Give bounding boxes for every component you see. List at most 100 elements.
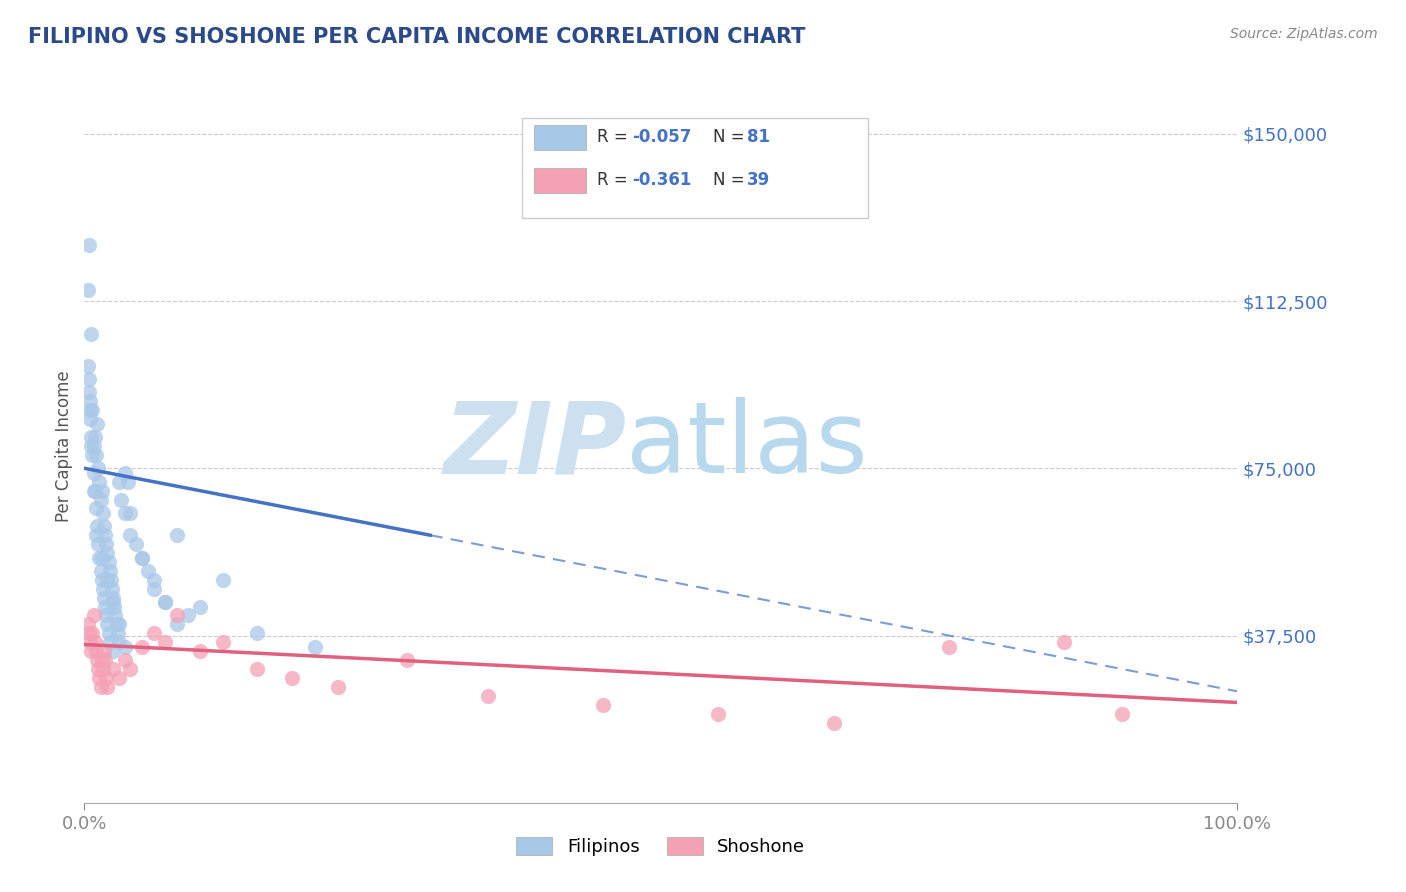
Text: 81: 81	[748, 128, 770, 146]
Point	[83, 635, 105, 649]
Point	[93, 591, 115, 605]
Point	[94, 528, 117, 542]
Point	[90, 550, 112, 565]
Point	[188, 599, 211, 614]
Point	[304, 640, 326, 654]
Point	[83, 439, 105, 453]
Point	[87, 461, 110, 475]
Point	[84, 448, 107, 462]
Point	[83, 483, 105, 498]
Point	[90, 573, 112, 587]
Point	[1053, 635, 1076, 649]
Point	[142, 626, 165, 640]
Point	[79, 403, 101, 417]
Point	[108, 635, 131, 649]
Point	[82, 403, 104, 417]
Point	[153, 595, 176, 609]
Point	[153, 635, 176, 649]
Point	[76, 617, 98, 632]
Point	[82, 626, 104, 640]
Text: R =: R =	[598, 171, 634, 189]
Point	[89, 492, 111, 507]
Point	[84, 528, 107, 542]
Point	[98, 564, 121, 578]
Point	[396, 653, 419, 667]
Point	[77, 626, 100, 640]
Point	[86, 519, 108, 533]
Point	[114, 653, 136, 667]
Point	[108, 617, 131, 632]
FancyBboxPatch shape	[534, 168, 586, 193]
Text: atlas: atlas	[626, 398, 868, 494]
Point	[93, 519, 115, 533]
Point	[94, 599, 117, 614]
Text: -0.057: -0.057	[633, 128, 692, 146]
Point	[89, 475, 111, 489]
Legend: Filipinos, Shoshone: Filipinos, Shoshone	[508, 828, 814, 865]
Point	[188, 644, 211, 658]
Point	[114, 466, 136, 480]
Point	[91, 662, 114, 676]
Text: 39: 39	[748, 171, 770, 189]
Point	[101, 582, 124, 596]
Point	[177, 608, 200, 623]
Point	[211, 635, 233, 649]
Point	[79, 412, 101, 426]
Point	[131, 550, 153, 565]
Y-axis label: Per Capita Income: Per Capita Income	[55, 370, 73, 522]
Point	[117, 475, 139, 489]
Point	[82, 448, 104, 462]
Point	[136, 564, 159, 578]
Point	[96, 617, 118, 632]
FancyBboxPatch shape	[523, 118, 869, 218]
Point	[79, 394, 101, 409]
Point	[96, 680, 118, 694]
Point	[80, 439, 103, 453]
Point	[103, 644, 124, 658]
Point	[87, 537, 110, 551]
Point	[91, 506, 114, 520]
Point	[84, 501, 107, 516]
Text: N =: N =	[713, 128, 749, 146]
Point	[108, 671, 131, 685]
Point	[89, 680, 111, 694]
Point	[86, 417, 108, 431]
Point	[97, 555, 120, 569]
Point	[103, 599, 125, 614]
Text: ZIP: ZIP	[443, 398, 626, 494]
Text: FILIPINO VS SHOSHONE PER CAPITA INCOME CORRELATION CHART: FILIPINO VS SHOSHONE PER CAPITA INCOME C…	[28, 27, 806, 46]
Point	[326, 680, 349, 694]
Point	[77, 238, 100, 252]
Point	[89, 564, 111, 578]
Point	[83, 430, 105, 444]
Point	[120, 528, 142, 542]
Point	[114, 506, 136, 520]
Point	[96, 546, 118, 560]
Point	[103, 595, 124, 609]
Point	[153, 595, 176, 609]
Point	[120, 506, 142, 520]
Point	[76, 283, 98, 297]
Point	[166, 608, 188, 623]
Point	[96, 608, 118, 623]
Point	[93, 644, 115, 658]
Point	[83, 608, 105, 623]
Point	[166, 617, 188, 632]
Point	[707, 706, 730, 721]
Point	[87, 662, 110, 676]
Point	[96, 573, 118, 587]
Point	[83, 483, 105, 498]
Point	[108, 475, 131, 489]
Point	[77, 385, 100, 400]
Point	[104, 608, 127, 623]
Point	[100, 573, 122, 587]
Point	[84, 644, 107, 658]
Point	[103, 662, 124, 676]
Point	[142, 582, 165, 596]
Text: R =: R =	[598, 128, 634, 146]
Point	[89, 671, 111, 685]
Point	[91, 582, 114, 596]
Text: -0.361: -0.361	[633, 171, 692, 189]
Point	[96, 671, 118, 685]
Point	[96, 537, 118, 551]
